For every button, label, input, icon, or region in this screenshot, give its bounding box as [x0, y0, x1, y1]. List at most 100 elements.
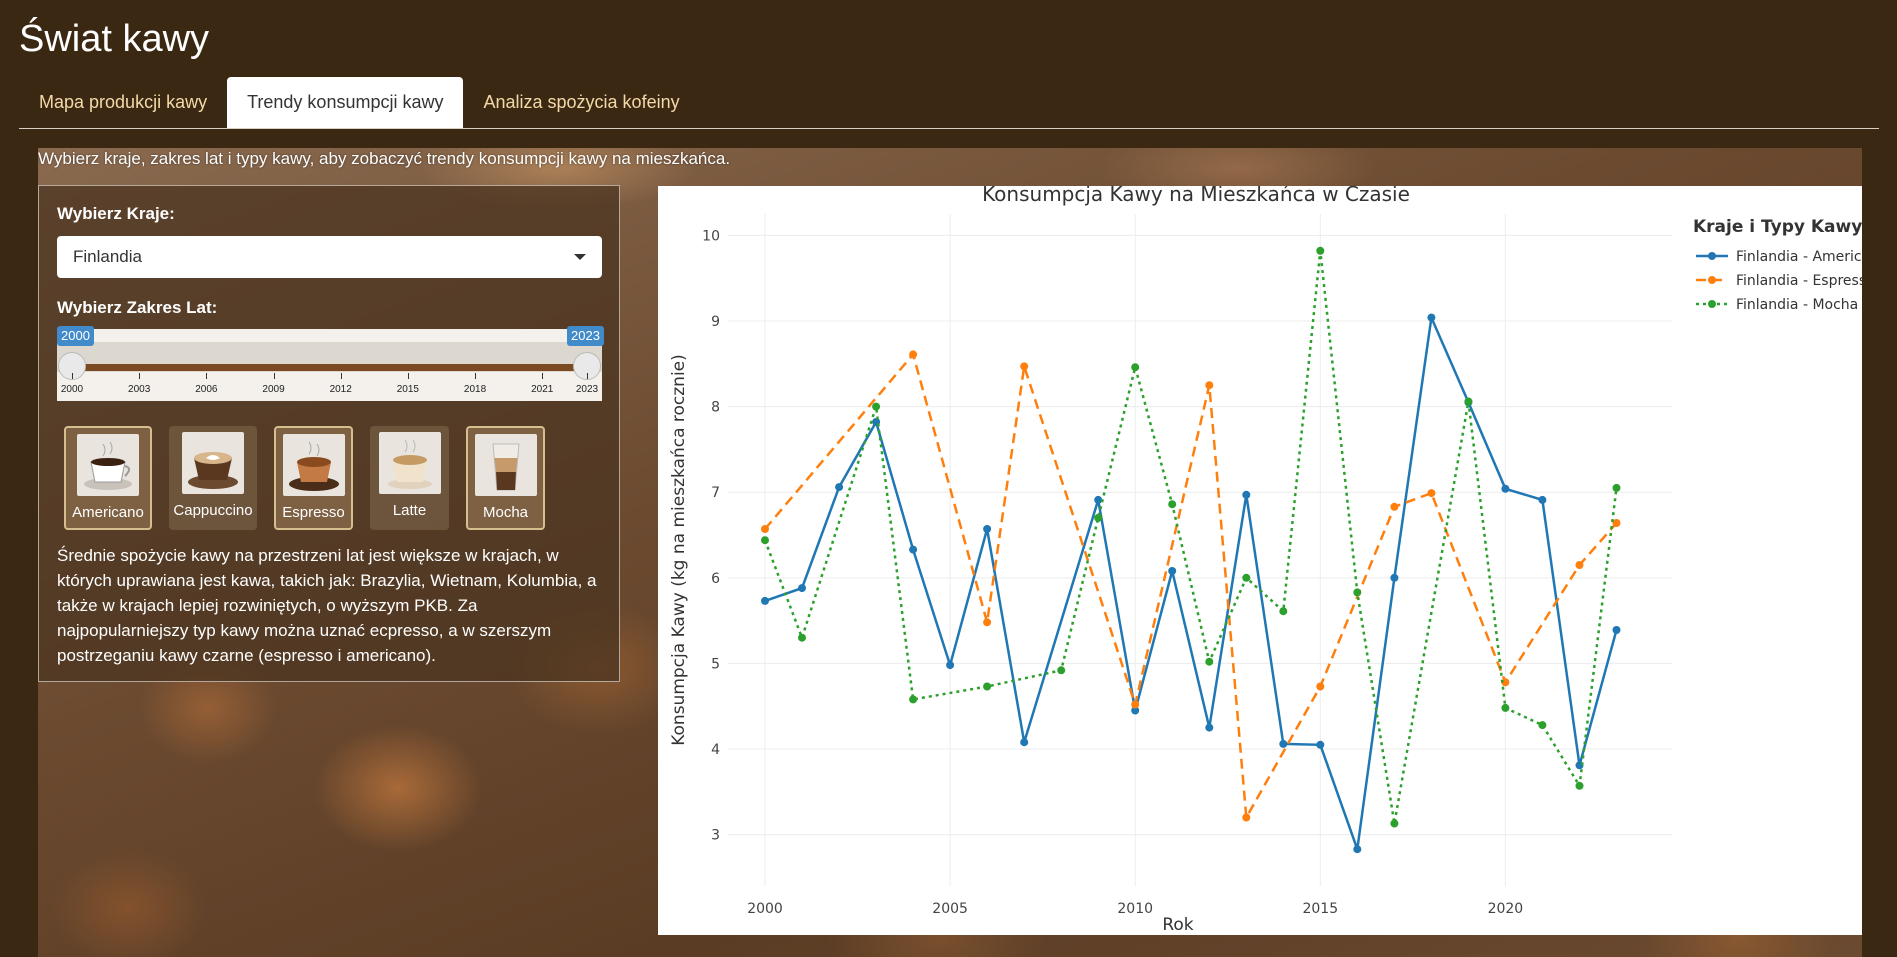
slider-tick: [407, 373, 409, 379]
x-tick-label: 2005: [932, 901, 968, 917]
data-point: [909, 545, 918, 554]
data-point: [761, 525, 769, 533]
slider-tick-label: 2000: [60, 384, 84, 395]
y-tick-label: 7: [711, 485, 720, 501]
data-point: [1538, 495, 1547, 504]
slider-tick: [475, 373, 477, 379]
coffee-button-latte[interactable]: Latte: [370, 426, 449, 530]
data-point: [909, 695, 918, 704]
espresso-cup-icon: [282, 434, 345, 496]
coffee-button-label: Espresso: [282, 504, 345, 521]
data-point: [1279, 739, 1288, 748]
intro-text: Wybierz kraje, zakres lat i typy kawy, a…: [38, 149, 731, 168]
data-point: [1131, 363, 1140, 372]
chart-panel: 2000 2005 2010 2015 2020 3 4 5 6 7 8 9 10 Konsumpcja …: [658, 186, 1862, 935]
coffee-button-mocha[interactable]: Mocha: [466, 426, 545, 530]
app-title: Świat kawy: [19, 18, 210, 60]
caret-down-icon: [574, 254, 586, 260]
slider-tick: [587, 373, 588, 379]
data-point: [1057, 666, 1066, 675]
data-point: [761, 596, 769, 605]
slider-tick: [72, 373, 73, 379]
data-point: [1575, 561, 1584, 569]
data-point: [983, 682, 992, 691]
y-axis-label: Konsumpcja Kawy (kg na mieszkańca roczni…: [669, 354, 689, 746]
tab-consumption-trends[interactable]: Trendy konsumpcji kawy: [227, 77, 464, 128]
coffee-button-label: Americano: [72, 504, 144, 521]
legend-entry: Finlandia - Americano: [1736, 249, 1862, 265]
data-point: [872, 402, 881, 411]
coffee-button-cappuccino[interactable]: Cappuccino: [169, 426, 257, 530]
data-point: [1242, 813, 1251, 822]
legend-marker: [1708, 252, 1716, 260]
coffee-button-label: Mocha: [482, 504, 529, 521]
data-point: [1427, 489, 1436, 498]
data-point: [1094, 495, 1103, 504]
consumption-line-chart: 2000 2005 2010 2015 2020 3 4 5 6 7 8 9 10 Konsumpcja …: [669, 186, 1862, 935]
series-line-finlandia-mocha: [763, 250, 1618, 824]
data-point: [1316, 740, 1325, 749]
data-point: [946, 661, 955, 670]
data-point: [798, 584, 806, 593]
data-point: [1464, 397, 1473, 406]
legend-title: Kraje i Typy Kawy: [1693, 217, 1862, 237]
data-point: [1242, 573, 1251, 582]
data-point: [798, 633, 806, 642]
data-point: [1501, 703, 1510, 712]
y-tick-label: 10: [702, 228, 720, 244]
year-range-slider[interactable]: 2000 2023 2000 2003 2006 2009 2012 2015 2018 20…: [57, 326, 604, 401]
data-point: [1501, 678, 1510, 687]
data-point: [1612, 483, 1621, 492]
slider-tick: [542, 373, 544, 379]
data-point: [1501, 484, 1510, 493]
data-point: [1390, 502, 1399, 511]
data-point: [1131, 706, 1140, 715]
data-point: [1390, 819, 1399, 828]
x-tick-label: 2015: [1302, 901, 1338, 917]
coffee-description: Średnie spożycie kawy na przestrzeni lat…: [57, 546, 597, 665]
coffee-button-americano[interactable]: Americano: [64, 426, 152, 530]
slider-tick-label: 2006: [195, 384, 218, 395]
coffee-button-label: Cappuccino: [173, 502, 253, 519]
slider-value-min: 2000: [57, 326, 94, 346]
legend-marker: [1708, 300, 1716, 308]
data-point: [1316, 682, 1325, 691]
coffee-button-espresso[interactable]: Espresso: [274, 426, 353, 530]
data-point: [1020, 738, 1029, 747]
americano-cup-icon: [77, 434, 139, 496]
slider-tick-label: 2009: [262, 384, 285, 395]
tab-production-map[interactable]: Mapa produkcji kawy: [39, 92, 208, 112]
country-label: Wybierz Kraje:: [57, 204, 175, 223]
data-point: [1427, 313, 1436, 322]
data-point: [1575, 781, 1584, 790]
slider-tick-label: 2015: [396, 384, 419, 395]
data-point: [983, 525, 992, 533]
legend-entry: Finlandia - Mocha: [1736, 297, 1858, 313]
x-tick-label: 2010: [1117, 901, 1153, 917]
x-axis-label: Rok: [1162, 915, 1193, 935]
slider-tick-label: 2012: [329, 384, 352, 395]
data-point: [1094, 513, 1103, 522]
data-point: [1279, 607, 1288, 616]
data-point: [1020, 362, 1029, 371]
country-select[interactable]: Finlandia: [57, 236, 602, 278]
data-point: [909, 350, 918, 359]
slider-track[interactable]: [72, 364, 587, 371]
data-point: [1353, 845, 1362, 854]
tab-caffeine-analysis[interactable]: Analiza spożycia kofeiny: [483, 92, 680, 112]
years-label: Wybierz Zakres Lat:: [57, 298, 218, 317]
mocha-glass-icon: [474, 434, 537, 496]
data-point: [1205, 657, 1214, 666]
data-point: [1316, 246, 1325, 255]
latte-cup-icon: [378, 432, 441, 494]
x-tick-label: 2000: [747, 901, 783, 917]
y-tick-label: 3: [711, 828, 720, 844]
data-point: [1390, 573, 1399, 582]
data-point: [1131, 700, 1140, 709]
data-point: [1242, 490, 1251, 499]
slider-tick-label: 2023: [575, 384, 599, 395]
data-point: [761, 536, 769, 545]
y-tick-label: 9: [711, 314, 720, 330]
slider-handle-min[interactable]: [58, 352, 86, 380]
slider-tick: [273, 373, 275, 379]
